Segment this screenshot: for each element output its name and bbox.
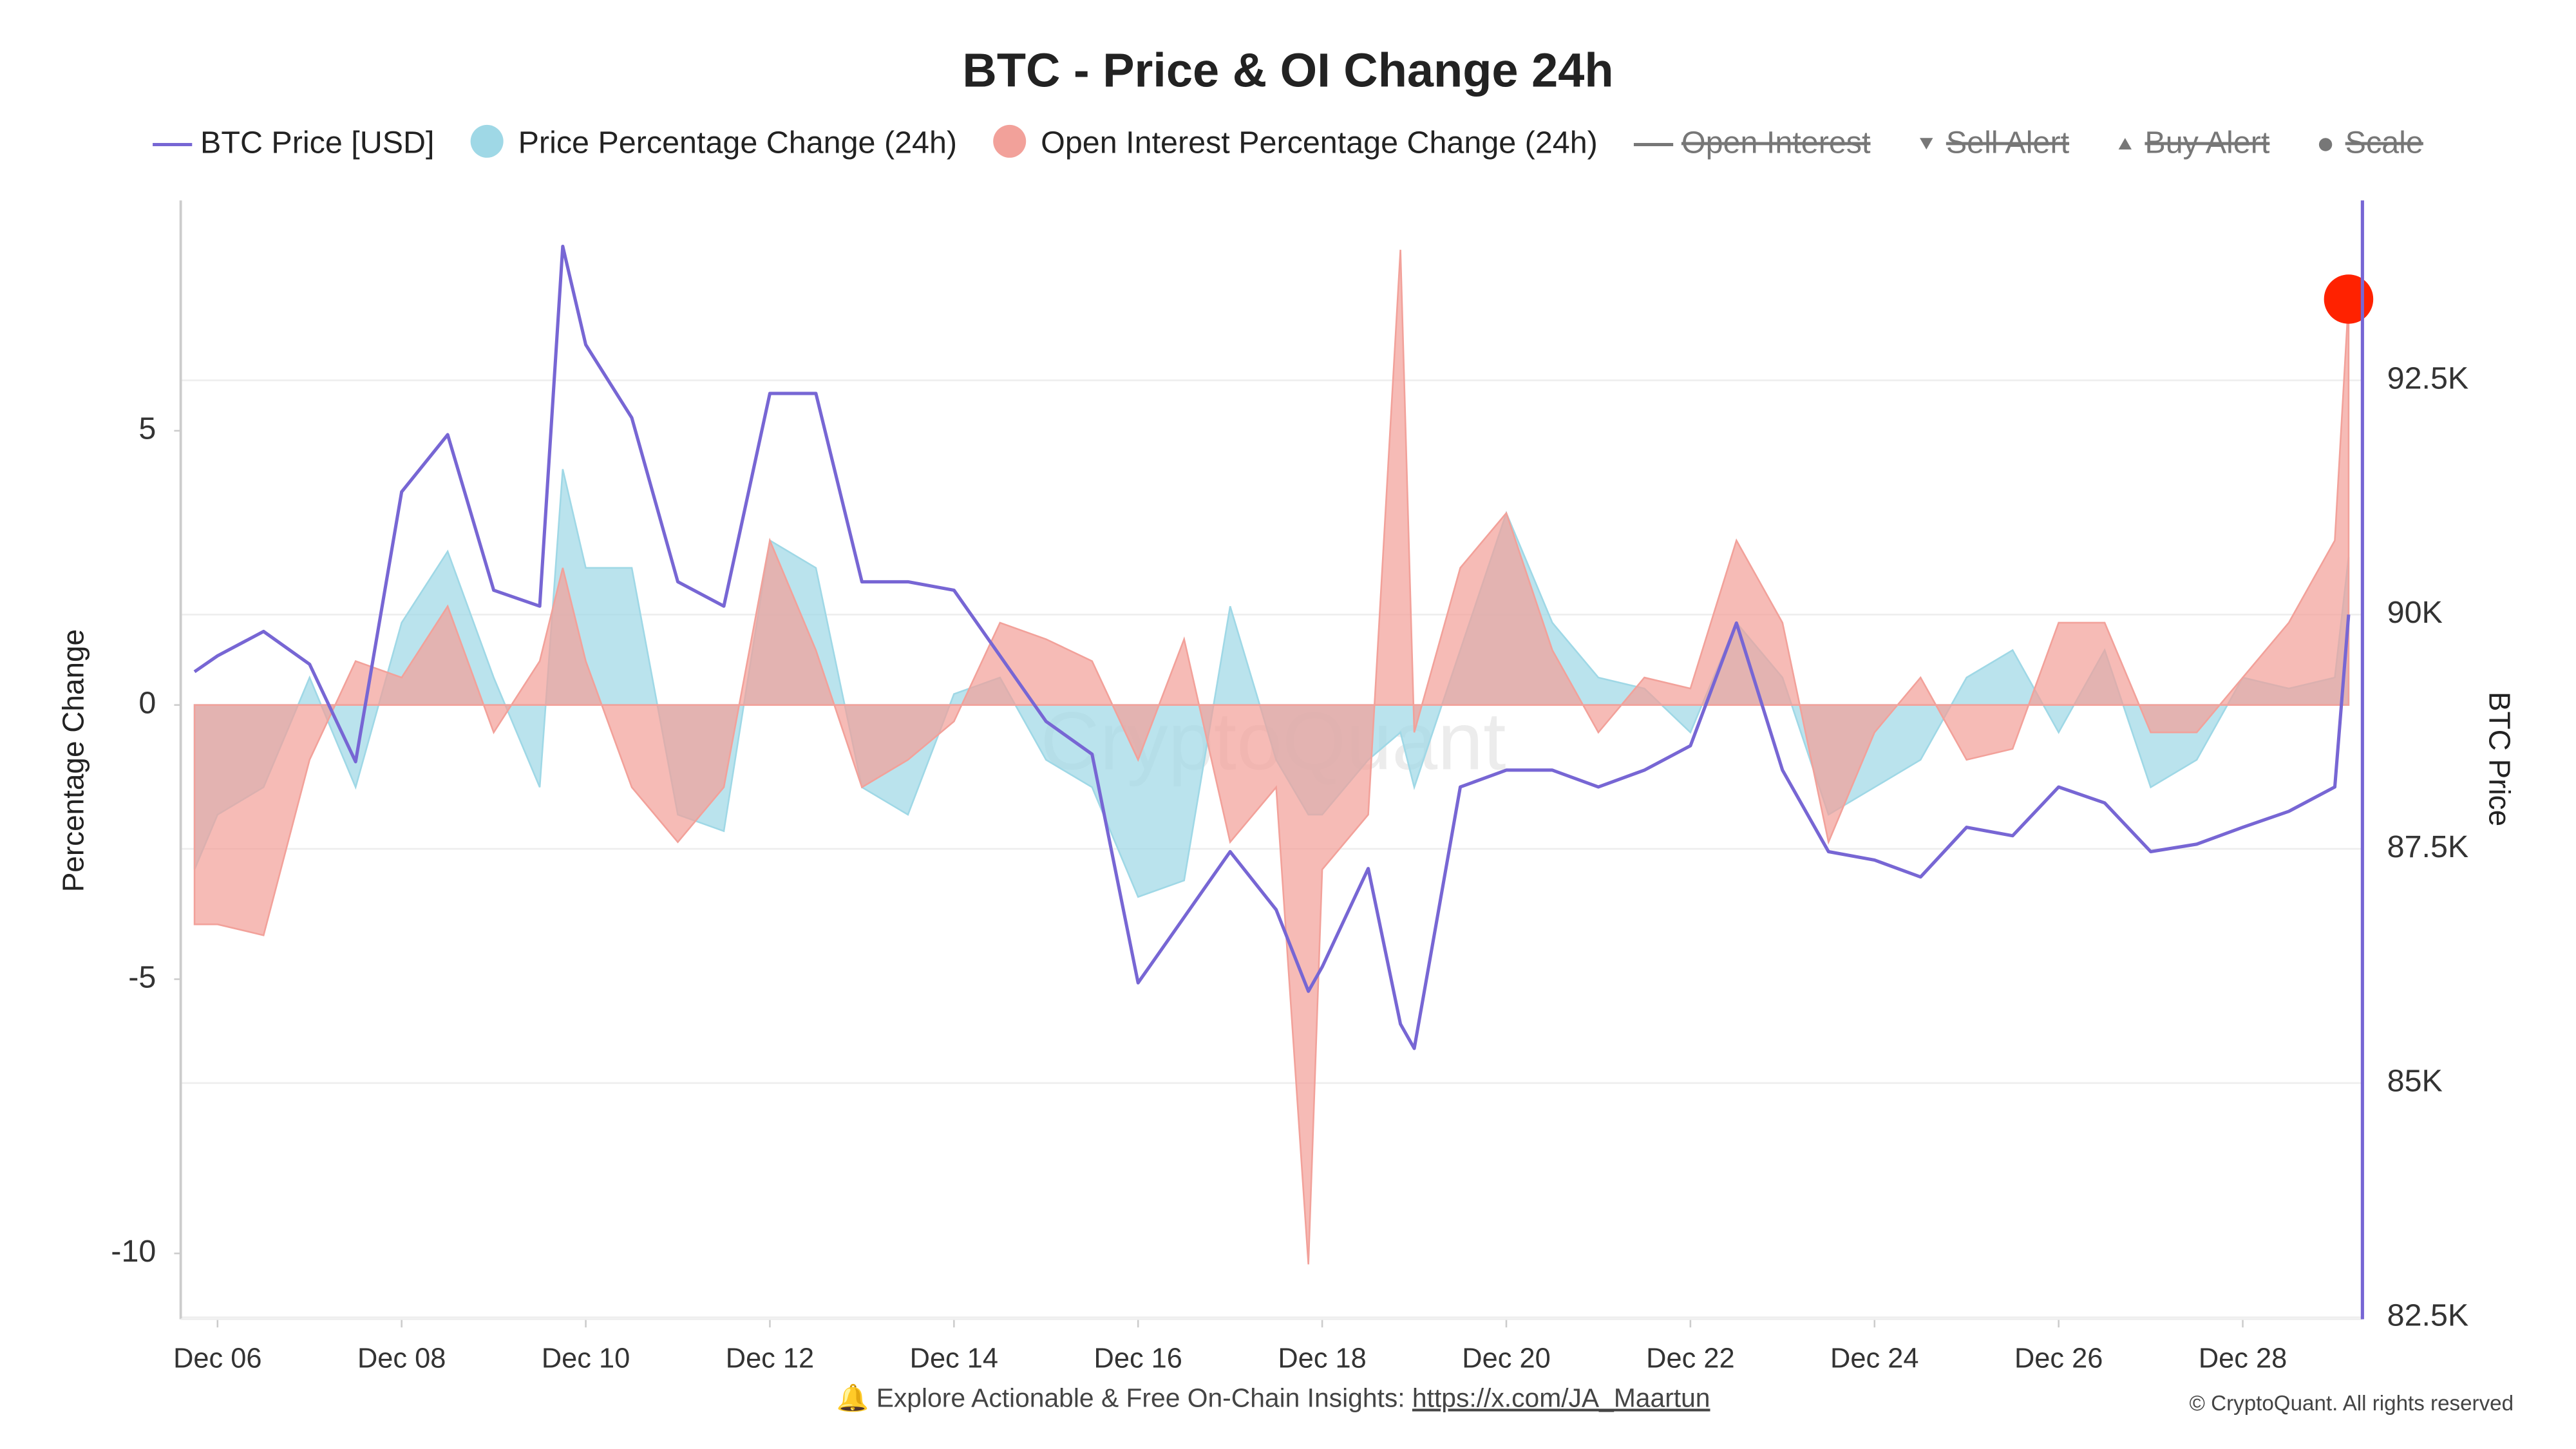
y2-tick-label: 85K: [2387, 1064, 2443, 1099]
legend-symbol: [470, 124, 504, 158]
legend-label[interactable]: Open Interest: [1681, 125, 1871, 160]
legend-symbol: [2318, 138, 2333, 151]
y2-tick-label: 87.5K: [2387, 829, 2469, 864]
area: [193, 469, 2350, 898]
legend-label[interactable]: Sell Alert: [1946, 125, 2070, 160]
legend-label[interactable]: Price Percentage Change (24h): [518, 125, 957, 160]
legend-symbol: [2118, 138, 2132, 150]
y2-tick-label: 90K: [2387, 595, 2443, 630]
y-tick-label: 5: [138, 412, 156, 446]
legend-label[interactable]: Scale: [2345, 125, 2423, 160]
legend-label[interactable]: Open Interest Percentage Change (24h): [1041, 125, 1598, 160]
y-tick-label: -10: [111, 1234, 156, 1269]
x-tick-label: Dec 10: [542, 1343, 630, 1374]
x-tick-label: Dec 28: [2199, 1343, 2287, 1374]
footer-text: 🔔 Explore Actionable & Free On-Chain Ins…: [837, 1383, 1412, 1412]
x-tick-label: Dec 26: [2014, 1343, 2103, 1374]
legend-symbol: [1920, 138, 1933, 150]
footer-link[interactable]: https://x.com/JA_Maartun: [1412, 1383, 1710, 1412]
y2-tick-label: 82.5K: [2387, 1298, 2469, 1332]
x-tick-label: Dec 22: [1646, 1343, 1734, 1374]
footer: 🔔 Explore Actionable & Free On-Chain Ins…: [837, 1383, 1710, 1412]
end-marker: [2324, 274, 2374, 324]
area: [193, 249, 2350, 1265]
y2-tick-label: 92.5K: [2387, 361, 2469, 395]
legend-symbol: [993, 124, 1027, 158]
price-line: [193, 244, 2351, 1050]
legend: BTC Price [USD] Price Percentage Change (…: [153, 124, 2423, 160]
x-tick-label: Dec 24: [1830, 1343, 1918, 1374]
legend-label[interactable]: Buy Alert: [2145, 125, 2269, 160]
x-tick-label: Dec 12: [726, 1343, 814, 1374]
x-tick-label: Dec 14: [910, 1343, 998, 1374]
y-tick-label: 0: [138, 685, 156, 720]
y-tick-label: -5: [128, 960, 156, 994]
x-tick-label: Dec 20: [1462, 1343, 1550, 1374]
x-tick-label: Dec 08: [357, 1343, 446, 1374]
x-tick-label: Dec 16: [1094, 1343, 1182, 1374]
y-axis-title: Percentage Change: [56, 629, 90, 892]
x-tick-label: Dec 06: [173, 1343, 261, 1374]
chart-title: BTC - Price & OI Change 24h: [962, 43, 1613, 97]
legend-label[interactable]: BTC Price [USD]: [200, 125, 434, 160]
copyright: © CryptoQuant. All rights reserved: [2189, 1392, 2514, 1416]
y2-axis-title: BTC Price: [2483, 692, 2516, 826]
x-tick-label: Dec 18: [1278, 1343, 1366, 1374]
